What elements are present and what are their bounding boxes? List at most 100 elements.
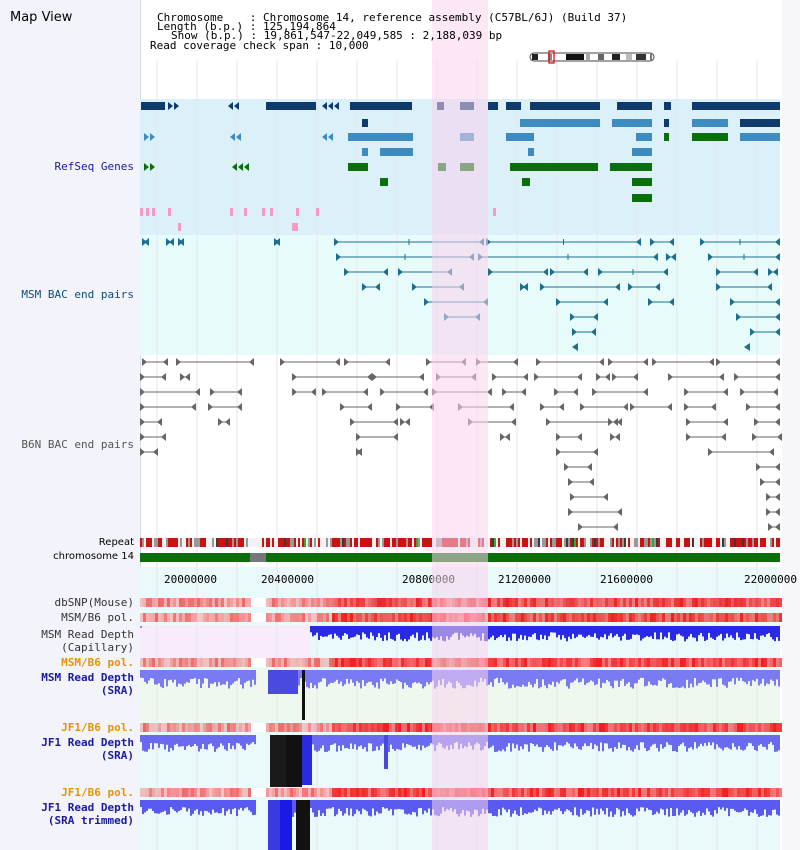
depth-bar bbox=[416, 670, 418, 684]
depth-bar bbox=[574, 626, 576, 639]
pol-cell bbox=[404, 723, 407, 732]
pol-cell bbox=[728, 788, 731, 797]
pol-cell bbox=[215, 658, 218, 667]
selected-region-highlight[interactable] bbox=[432, 0, 488, 850]
depth-bar bbox=[242, 735, 244, 749]
pol-cell bbox=[404, 788, 407, 797]
pol-cell bbox=[419, 788, 422, 797]
depth-bar bbox=[574, 800, 576, 808]
pol-cell bbox=[191, 723, 194, 732]
bac-end-marker bbox=[208, 403, 213, 411]
pol-cell bbox=[710, 723, 713, 732]
bac-end-marker bbox=[237, 403, 242, 411]
depth-bar bbox=[766, 626, 768, 635]
bac-end-marker bbox=[587, 463, 592, 471]
bac-end-marker bbox=[775, 328, 780, 336]
pol-cell bbox=[563, 613, 566, 622]
pol-cell bbox=[374, 598, 377, 607]
depth-bar bbox=[538, 735, 540, 748]
repeat-mark bbox=[594, 538, 596, 547]
repeat-mark bbox=[564, 538, 566, 547]
repeat-mark bbox=[222, 538, 224, 547]
pol-cell bbox=[695, 598, 698, 607]
pol-cell bbox=[536, 658, 539, 667]
bac-end-marker bbox=[335, 358, 340, 366]
pol-cell bbox=[371, 788, 374, 797]
pol-cell bbox=[269, 723, 272, 732]
depth-bar bbox=[732, 626, 734, 639]
repeat-mark bbox=[228, 538, 230, 547]
pol-cell bbox=[686, 658, 689, 667]
pol-cell bbox=[767, 598, 770, 607]
depth-bar bbox=[642, 800, 644, 808]
pol-cell bbox=[722, 658, 725, 667]
pol-cell bbox=[146, 723, 149, 732]
chromosome-ideogram[interactable] bbox=[529, 50, 655, 64]
repeat-mark bbox=[242, 538, 244, 547]
depth-bar bbox=[220, 670, 222, 686]
pol-cell bbox=[497, 598, 500, 607]
bac-end-marker bbox=[775, 298, 780, 306]
bac-end-marker bbox=[775, 418, 780, 426]
pol-cell bbox=[500, 788, 503, 797]
depth-bar bbox=[400, 800, 402, 810]
show-label: Show (b.p.) bbox=[171, 29, 244, 42]
pol-cell bbox=[320, 723, 323, 732]
depth-bar bbox=[160, 800, 162, 813]
depth-bar bbox=[620, 626, 622, 641]
bac-end-marker bbox=[648, 298, 653, 306]
repeat-mark bbox=[204, 538, 206, 547]
pol-cell bbox=[278, 788, 281, 797]
bac-end-marker bbox=[633, 373, 638, 381]
pol-cell bbox=[614, 658, 617, 667]
pol-cell bbox=[392, 613, 395, 622]
pol-cell bbox=[554, 658, 557, 667]
pol-cell bbox=[698, 788, 701, 797]
depth-bar bbox=[730, 626, 732, 636]
pol-cell bbox=[398, 598, 401, 607]
pol-cell bbox=[680, 658, 683, 667]
gene-feature bbox=[740, 119, 780, 127]
depth-bar bbox=[662, 800, 664, 810]
depth-bar bbox=[204, 735, 206, 750]
bac-end-marker bbox=[543, 268, 548, 276]
depth-bar bbox=[332, 800, 334, 808]
pol-cell bbox=[488, 598, 491, 607]
depth-bar bbox=[674, 670, 676, 688]
pol-cell bbox=[422, 598, 425, 607]
pol-cell bbox=[401, 598, 404, 607]
depth-bar bbox=[242, 800, 244, 811]
depth-spike bbox=[302, 670, 305, 720]
pol-cell bbox=[701, 658, 704, 667]
pol-cell bbox=[299, 723, 302, 732]
repeat-mark bbox=[746, 538, 748, 547]
pol-cell bbox=[257, 613, 260, 622]
depth-bar bbox=[334, 670, 336, 682]
repeat-mark bbox=[224, 538, 226, 547]
pol-cell bbox=[155, 788, 158, 797]
pol-cell bbox=[317, 598, 320, 607]
pol-cell bbox=[269, 658, 272, 667]
depth-bar bbox=[502, 626, 504, 638]
bac-end-marker bbox=[723, 418, 728, 426]
pol-cell bbox=[761, 613, 764, 622]
depth-bar bbox=[648, 626, 650, 637]
depth-bar bbox=[244, 800, 246, 809]
depth-bar bbox=[672, 626, 674, 642]
bac-end-marker bbox=[385, 358, 390, 366]
bac-end-marker bbox=[768, 523, 773, 531]
depth-bar bbox=[720, 800, 722, 810]
pol-cell bbox=[164, 788, 167, 797]
pol-cell bbox=[182, 658, 185, 667]
bac-end-marker bbox=[556, 433, 561, 441]
depth-bar bbox=[542, 670, 544, 680]
pol-cell bbox=[329, 723, 332, 732]
depth-bar bbox=[630, 670, 632, 688]
pol-cell bbox=[773, 598, 776, 607]
bac-end-marker bbox=[669, 238, 674, 246]
depth-bar bbox=[182, 670, 184, 687]
depth-bar bbox=[408, 735, 410, 745]
pol-cell bbox=[542, 788, 545, 797]
depth-bar bbox=[524, 626, 526, 636]
